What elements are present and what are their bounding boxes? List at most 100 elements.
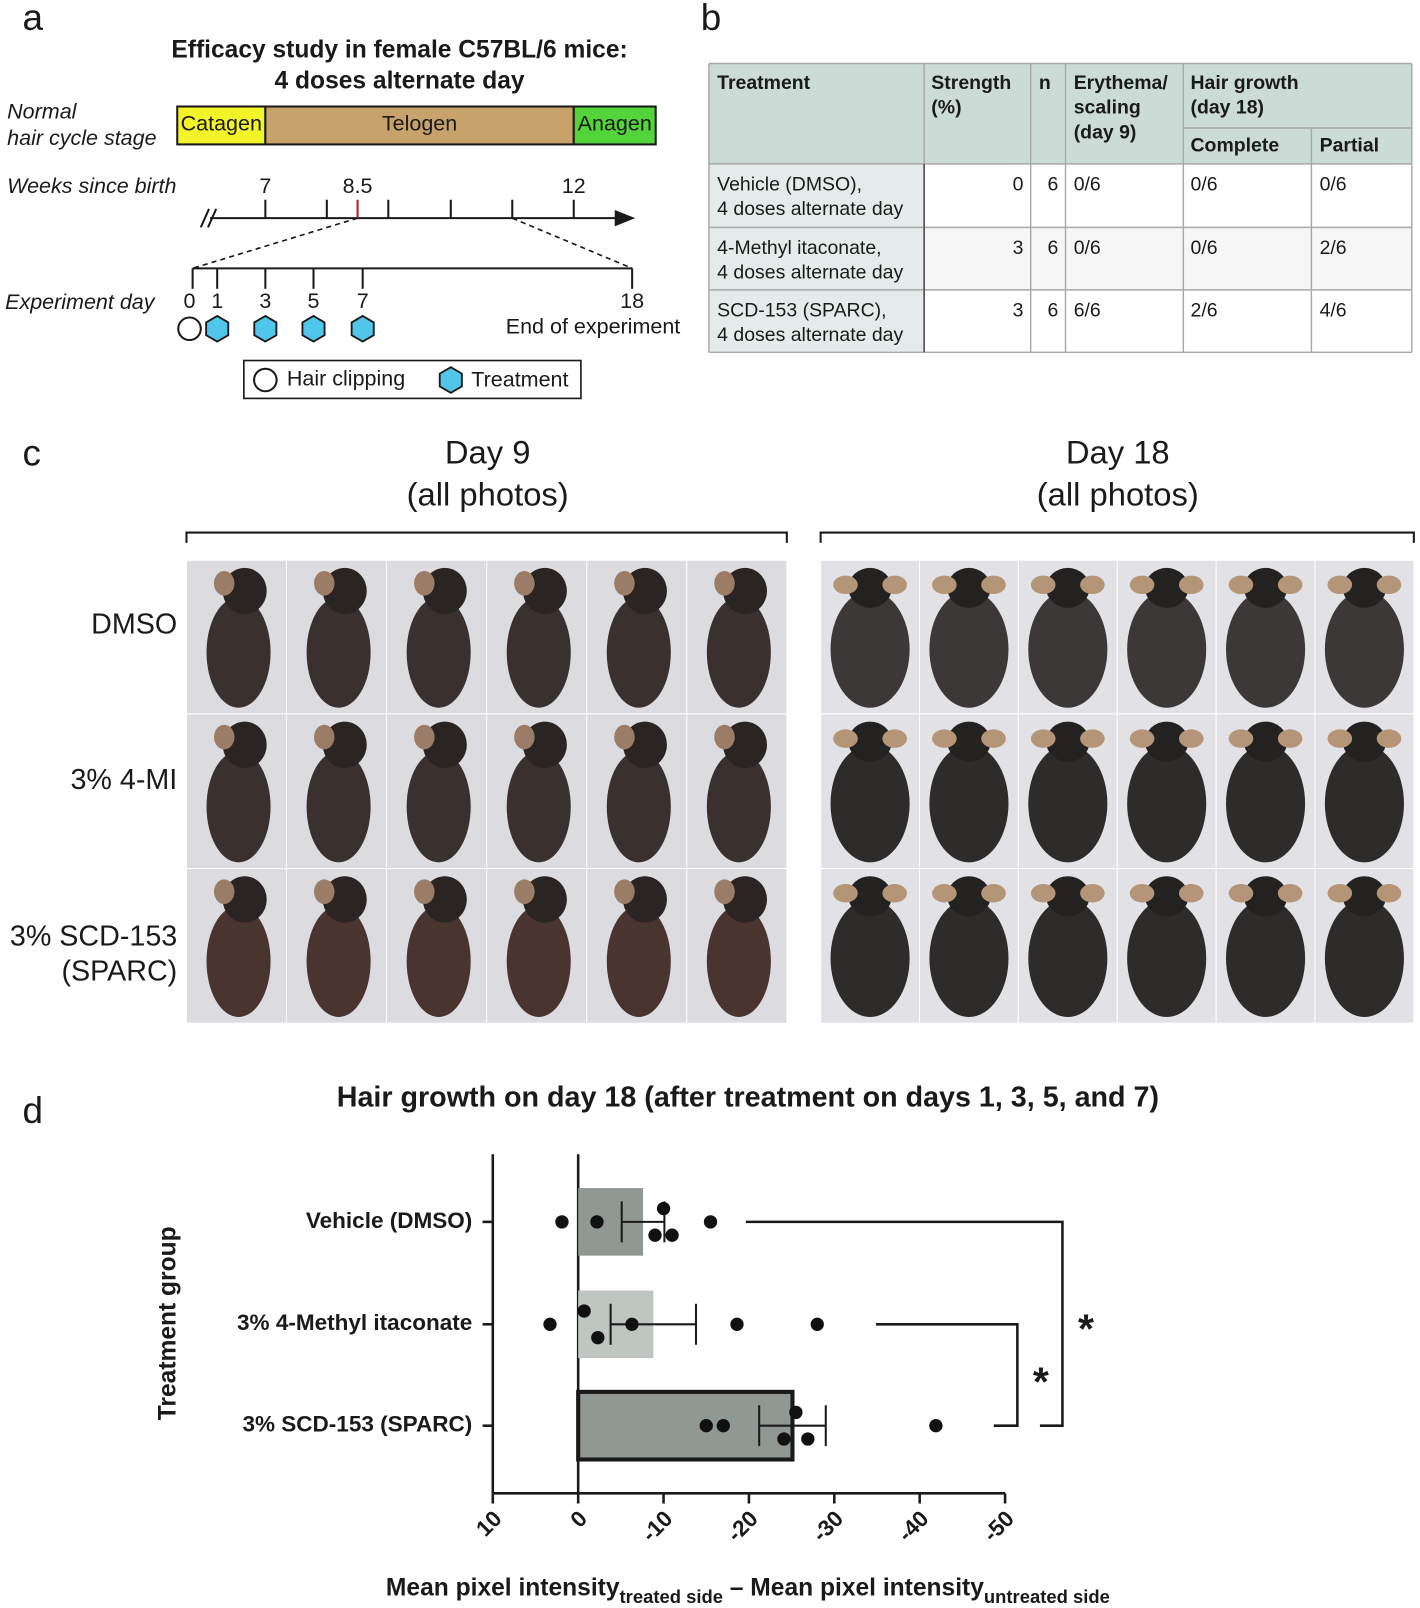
mouse-head [1046,721,1090,762]
table-header: n [1039,72,1051,94]
mouse-body [306,597,371,708]
mouse-ear [514,570,535,596]
mouse-ear [614,879,635,905]
mouse-ear [1327,729,1353,748]
mouse-body [1226,590,1306,708]
mouse-head [1144,876,1189,917]
day-number: 7 [357,289,369,313]
table-header: Hair growth [1191,72,1299,94]
table-header: Partial [1320,135,1379,157]
mouse-ear [1129,575,1155,595]
significance-star: * [1033,1359,1049,1405]
mouse-body [929,744,1009,863]
chart-title: Hair growth on day 18 (after treatment o… [337,1082,1159,1114]
y-tick-label: Vehicle (DMSO) [306,1208,472,1233]
mouse-body [1127,899,1207,1017]
bracket [819,531,1415,543]
mouse-body [1324,899,1404,1017]
week-label: 12 [562,174,586,198]
row-bg [924,227,1412,290]
mouse-ear [1030,884,1056,903]
mouse-ear [314,724,335,750]
mouse-ear [714,724,735,750]
mouse-ear [981,884,1006,903]
mouse-body [506,905,571,1017]
axis-arrow [614,209,636,227]
data-point [555,1215,569,1229]
mouse-ear [932,884,957,903]
table-cell: 0/6 [1074,174,1101,196]
error-bar [758,1405,827,1447]
mouse-head [1342,721,1387,762]
legend-clipping [253,367,278,393]
x-axis-label: Mean pixel intensitytreated side – Mean … [386,1575,1110,1607]
end-label: End of experiment [506,314,681,338]
data-point [699,1419,713,1433]
mouse-ear [1178,729,1204,748]
mouse-ear [314,570,335,596]
mouse-ear [1277,884,1303,903]
mouse-body [306,905,371,1017]
mouse-head [947,567,991,608]
mouse-ear [1030,575,1056,595]
mouse-head [848,721,892,762]
mouse-ear [1129,884,1155,903]
panel-a-title: Efficacy study in female C57BL/6 mice: [171,37,627,64]
table-cell: 4 doses alternate day [717,198,903,220]
mouse-head [1243,721,1288,762]
column-title: Day 18 [1066,433,1170,470]
mouse-head [1144,721,1189,762]
mouse-body [206,750,271,863]
day-number: 1 [211,289,223,313]
mouse-head [947,721,991,762]
mouse-body [406,597,471,708]
table-header: Strength [931,72,1011,94]
mouse-ear [514,879,535,905]
mouse-body [830,590,910,708]
x-axis-label-part: untreated side [984,1586,1110,1607]
stage-label: Normal [7,99,78,123]
day-number: 5 [308,289,320,313]
table-header: Treatment [717,72,811,94]
row-label-bg [708,163,925,228]
mouse-body [706,905,771,1017]
panel-label: a [23,0,44,38]
row-label: DMSO [91,608,177,640]
mouse-ear [833,884,858,903]
stage-name: Catagen [181,112,262,136]
treatment-marker [301,314,326,343]
mouse-body [706,750,771,863]
mouse-ear [1080,729,1105,748]
mouse-ear [314,879,335,905]
mouse-head [848,567,892,608]
mouse-ear [1327,884,1353,903]
row-label-bg [708,289,925,353]
mouse-body [1028,899,1108,1017]
row-label: 3% SCD-153 [10,921,177,953]
table-cell: 4 doses alternate day [717,262,903,284]
y-tick-label: 3% 4-Methyl itaconate [237,1310,472,1335]
mouse-ear [213,570,235,596]
significance-bracket [745,1220,1064,1427]
panel-label: b [701,0,722,38]
data-point [730,1317,744,1331]
clipping-marker [177,316,202,342]
column-title: (all photos) [1037,475,1199,512]
mouse-ear [1376,884,1402,903]
y-axis-label: Treatment group [155,1226,182,1420]
legend-treatment [438,366,463,394]
mouse-body [406,750,471,863]
mouse-ear [1080,575,1105,595]
mouse-body [1324,590,1404,708]
stage-name: Anagen [578,112,652,136]
table-cell: 0/6 [1320,174,1347,196]
mouse-ear [213,879,235,905]
mouse-ear [514,724,535,750]
mouse-body [1226,899,1306,1017]
table-cell: 4/6 [1320,300,1347,322]
mouse-ear [882,729,907,748]
significance-star: * [1078,1305,1094,1351]
mouse-ear [932,729,957,748]
table-cell: 0/6 [1191,174,1218,196]
mouse-body [929,590,1009,708]
